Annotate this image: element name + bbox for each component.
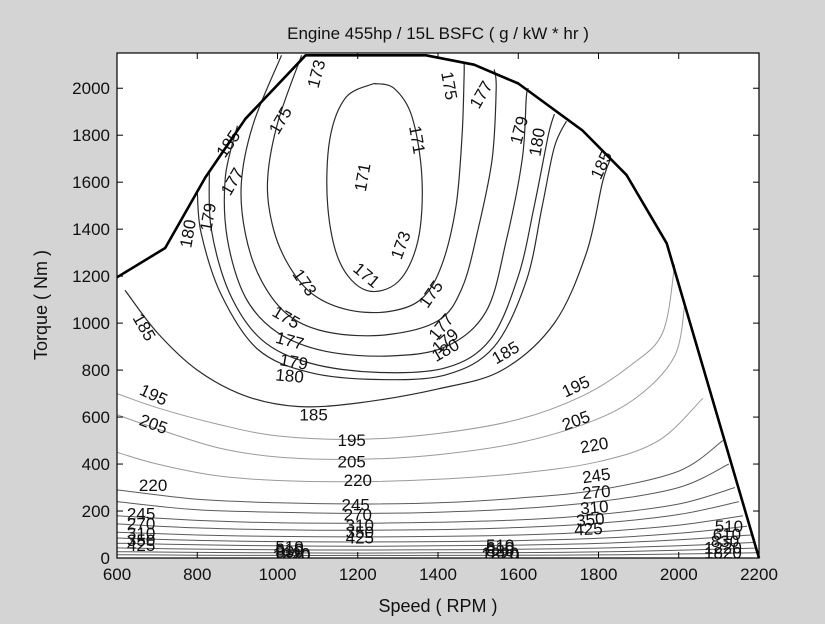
contour-label-270: 270 bbox=[344, 506, 372, 525]
y-tick-label: 1000 bbox=[72, 314, 110, 333]
contour-label-171: 171 bbox=[351, 162, 375, 193]
contour-label-175: 175 bbox=[437, 70, 461, 101]
y-tick-label: 0 bbox=[101, 549, 110, 568]
y-axis-label: Torque ( Nm ) bbox=[31, 250, 51, 360]
contour-label-245: 245 bbox=[342, 495, 370, 514]
chart-title: Engine 455hp / 15L BSFC ( g / kW * hr ) bbox=[287, 24, 589, 43]
contour-labels: 1711711711731731731751751751751771771771… bbox=[127, 58, 743, 565]
contour-label-180: 180 bbox=[525, 127, 549, 158]
contour-label-180: 180 bbox=[176, 218, 200, 249]
y-tick-label: 800 bbox=[82, 361, 110, 380]
contour-label-179: 179 bbox=[278, 350, 309, 374]
contour-label-179: 179 bbox=[196, 202, 220, 233]
contour-label-1220: 1220 bbox=[704, 539, 742, 558]
contour-label-171: 171 bbox=[405, 124, 429, 155]
contour-label-830: 830 bbox=[711, 532, 739, 551]
contour-label-350: 350 bbox=[127, 531, 155, 550]
x-tick-label: 600 bbox=[103, 565, 131, 584]
contour-line-425 bbox=[117, 515, 743, 538]
x-tick-label: 800 bbox=[183, 565, 211, 584]
contour-line-205 bbox=[117, 304, 686, 460]
contour-line-830 bbox=[117, 542, 754, 551]
contour-label-310: 310 bbox=[127, 524, 155, 543]
y-tick-label: 600 bbox=[82, 408, 110, 427]
contour-label-245: 245 bbox=[581, 465, 612, 488]
contour-line-185 bbox=[124, 158, 612, 408]
contour-label-1820: 1820 bbox=[273, 546, 311, 565]
contour-label-185: 185 bbox=[299, 405, 327, 424]
y-tick-label: 200 bbox=[82, 502, 110, 521]
contour-label-425: 425 bbox=[346, 529, 374, 548]
axis-ticks: 600 800 1000 1200 1400 1600 1800 2000 2200 0 200 40… bbox=[72, 53, 778, 584]
contour-line-310 bbox=[117, 487, 736, 524]
contour-label-510: 510 bbox=[715, 517, 743, 536]
contour-label-195: 195 bbox=[338, 431, 366, 450]
contour-label-1220: 1220 bbox=[481, 544, 519, 563]
x-tick-label: 1600 bbox=[499, 565, 537, 584]
contour-line-610 bbox=[117, 534, 752, 547]
contour-line-510 bbox=[117, 525, 748, 543]
contour-line-175 bbox=[240, 55, 497, 337]
contour-line-173 bbox=[266, 55, 465, 314]
plot-area bbox=[117, 53, 759, 558]
contour-label-425: 425 bbox=[127, 536, 155, 555]
contour-label-610: 610 bbox=[486, 539, 514, 558]
contour-label-205: 205 bbox=[338, 452, 366, 471]
max-torque-curve bbox=[116, 54, 761, 559]
contour-line-270 bbox=[117, 463, 730, 514]
contour-label-1220: 1220 bbox=[273, 545, 311, 564]
contour-label-510: 510 bbox=[486, 536, 514, 555]
contour-label-1820: 1820 bbox=[704, 544, 742, 563]
contour-label-830: 830 bbox=[275, 542, 303, 561]
contour-label-220: 220 bbox=[579, 434, 610, 458]
contour-label-220: 220 bbox=[344, 471, 372, 490]
contour-label-350: 350 bbox=[346, 523, 374, 542]
x-tick-label: 1200 bbox=[339, 565, 377, 584]
contour-lines bbox=[117, 55, 758, 556]
contour-line-179 bbox=[208, 113, 555, 374]
contour-line-177 bbox=[223, 87, 529, 357]
x-axis-label: Speed ( RPM ) bbox=[378, 596, 497, 616]
y-tick-label: 1200 bbox=[72, 267, 110, 286]
contour-label-350: 350 bbox=[575, 509, 605, 530]
x-tick-label: 1400 bbox=[419, 565, 457, 584]
contour-label-270: 270 bbox=[581, 482, 611, 503]
x-tick-label: 2200 bbox=[740, 565, 778, 584]
y-tick-label: 2000 bbox=[72, 79, 110, 98]
y-tick-label: 1400 bbox=[72, 220, 110, 239]
contour-line-245 bbox=[117, 440, 724, 505]
contour-label-310: 310 bbox=[579, 497, 609, 518]
contour-label-270: 270 bbox=[127, 515, 155, 534]
contour-line-220 bbox=[117, 397, 704, 483]
contour-line-350 bbox=[117, 501, 740, 531]
contour-line-171 bbox=[326, 82, 423, 293]
contour-label-310: 310 bbox=[346, 516, 374, 535]
contour-label-610: 610 bbox=[713, 525, 741, 544]
contour-label-1820: 1820 bbox=[481, 546, 519, 565]
x-tick-label: 1800 bbox=[580, 565, 618, 584]
contour-label-830: 830 bbox=[486, 541, 514, 560]
contour-label-220: 220 bbox=[139, 476, 167, 495]
contour-label-180: 180 bbox=[275, 365, 305, 386]
contour-line-195 bbox=[117, 264, 676, 440]
contour-label-245: 245 bbox=[127, 504, 155, 523]
x-tick-label: 2000 bbox=[660, 565, 698, 584]
contour-label-610: 610 bbox=[275, 540, 303, 559]
contour-label-425: 425 bbox=[574, 519, 603, 539]
y-tick-label: 1800 bbox=[72, 126, 110, 145]
contour-line-180 bbox=[196, 120, 567, 381]
y-tick-label: 400 bbox=[82, 455, 110, 474]
x-tick-label: 1000 bbox=[259, 565, 297, 584]
contour-label-510: 510 bbox=[275, 538, 303, 557]
y-tick-label: 1600 bbox=[72, 173, 110, 192]
